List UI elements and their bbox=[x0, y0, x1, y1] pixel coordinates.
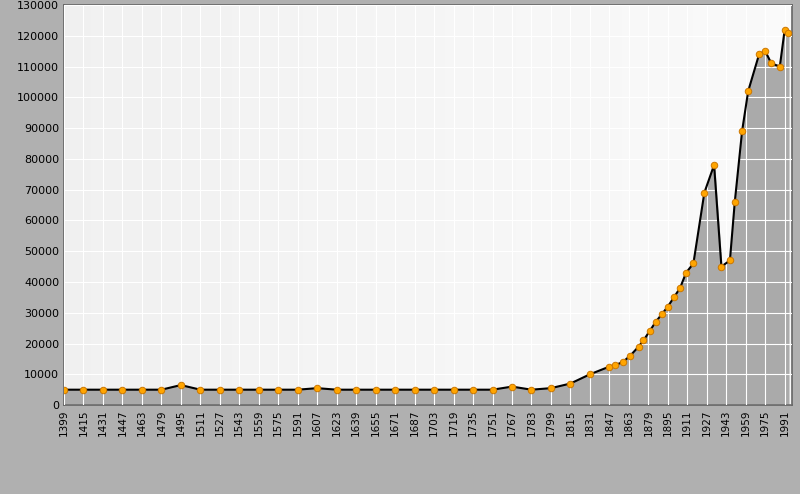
Point bbox=[311, 384, 324, 392]
Point bbox=[350, 386, 362, 394]
Point bbox=[389, 386, 402, 394]
Point bbox=[736, 127, 749, 135]
Point bbox=[723, 256, 736, 264]
Point bbox=[662, 303, 674, 311]
Point bbox=[687, 259, 700, 267]
Point bbox=[674, 284, 686, 292]
Point bbox=[564, 379, 577, 387]
Point bbox=[753, 50, 766, 58]
Point bbox=[624, 352, 637, 360]
Point bbox=[742, 87, 754, 95]
Point bbox=[715, 263, 728, 271]
Point bbox=[545, 384, 558, 392]
Point bbox=[643, 327, 656, 335]
Point bbox=[233, 386, 246, 394]
Point bbox=[252, 386, 265, 394]
Point bbox=[632, 343, 645, 351]
Point bbox=[370, 386, 382, 394]
Point bbox=[291, 386, 304, 394]
Point bbox=[774, 63, 786, 71]
Point bbox=[759, 47, 772, 55]
Point bbox=[616, 358, 629, 366]
Point bbox=[603, 363, 616, 370]
Point bbox=[116, 386, 129, 394]
Point bbox=[408, 386, 421, 394]
Point bbox=[97, 386, 110, 394]
Point bbox=[194, 386, 206, 394]
Point bbox=[583, 370, 596, 378]
Point bbox=[466, 386, 479, 394]
Point bbox=[655, 310, 668, 318]
Point bbox=[58, 386, 70, 394]
Point bbox=[272, 386, 285, 394]
Point bbox=[667, 293, 680, 301]
Point bbox=[637, 336, 650, 344]
Point bbox=[765, 59, 778, 67]
Point bbox=[698, 189, 710, 197]
Point bbox=[650, 318, 662, 326]
Point bbox=[330, 386, 343, 394]
Point bbox=[214, 386, 226, 394]
Point bbox=[506, 383, 518, 391]
Point bbox=[525, 386, 538, 394]
Point bbox=[447, 386, 460, 394]
Point bbox=[778, 26, 791, 34]
Point bbox=[174, 381, 187, 389]
Point bbox=[135, 386, 148, 394]
Point bbox=[782, 29, 794, 37]
Point bbox=[428, 386, 441, 394]
Point bbox=[680, 269, 693, 277]
Point bbox=[609, 361, 622, 369]
Point bbox=[486, 386, 499, 394]
Point bbox=[708, 161, 721, 169]
Point bbox=[155, 386, 168, 394]
Point bbox=[728, 198, 741, 206]
Point bbox=[77, 386, 90, 394]
